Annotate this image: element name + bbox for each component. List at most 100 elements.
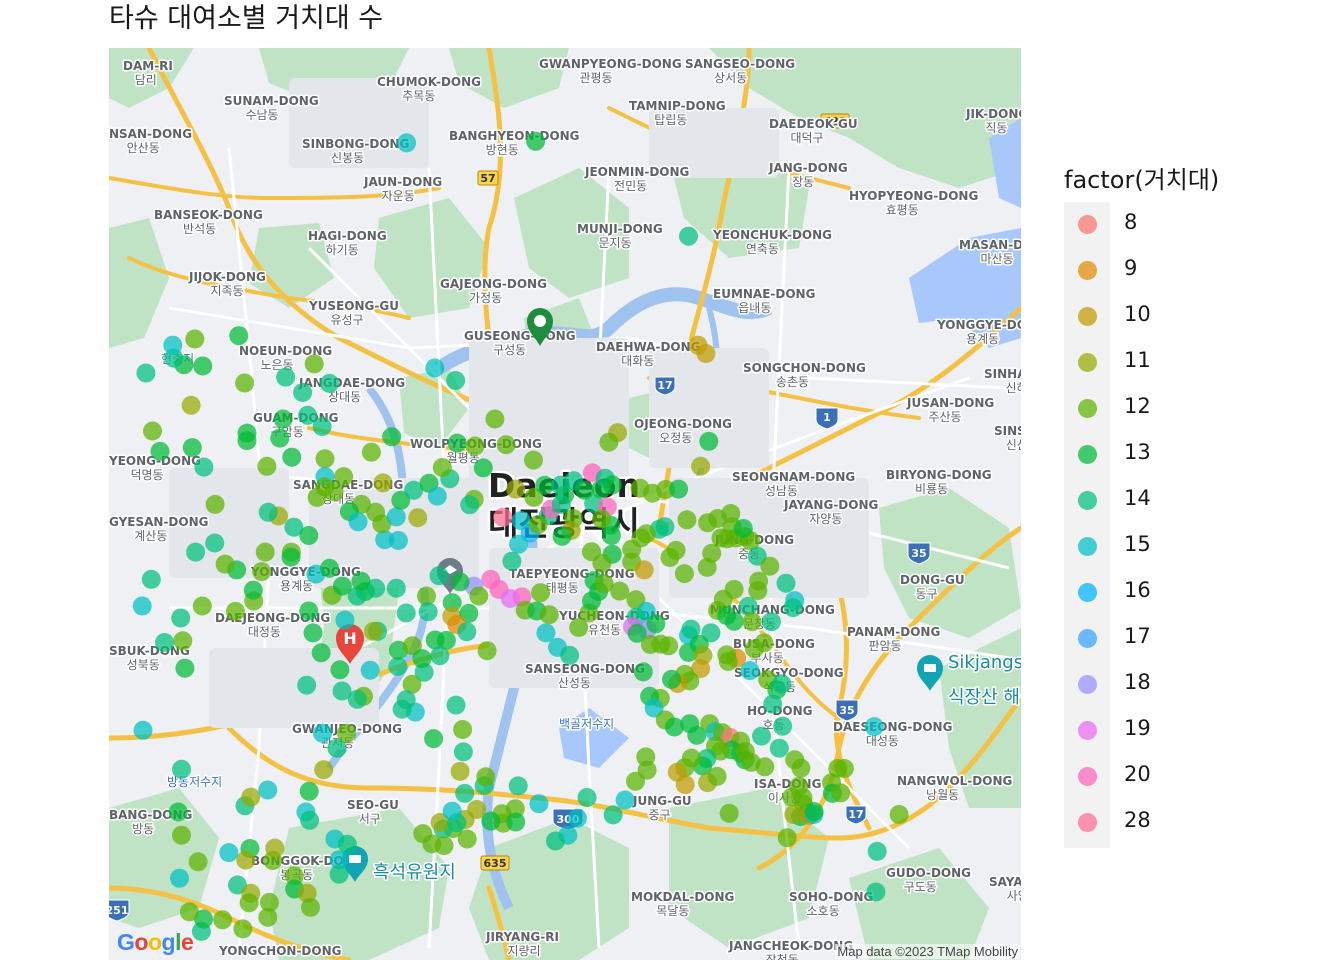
station-point xyxy=(473,458,493,478)
district-label-en: SUNAM-DONG xyxy=(224,94,319,108)
station-point xyxy=(664,717,684,737)
station-point xyxy=(772,674,792,694)
station-point xyxy=(450,761,470,781)
station-point xyxy=(446,371,466,390)
svg-text:251: 251 xyxy=(109,904,128,917)
station-point xyxy=(205,494,225,514)
station-point xyxy=(347,586,367,606)
station-point xyxy=(551,494,571,514)
legend: factor(거치대) 8 9 10 11 12 13 14 15 16 17 18 19 20 28 xyxy=(1064,160,1264,848)
district-label-ko: 덕명동 xyxy=(130,468,163,482)
station-point xyxy=(233,919,253,939)
poi-label: 식장산 해돋이 xyxy=(948,687,1021,708)
station-point xyxy=(831,783,851,803)
district-label-ko: 신하동 xyxy=(1005,381,1021,395)
station-point xyxy=(536,623,556,643)
station-point xyxy=(172,825,191,845)
district-label-en: JAUN-DONG xyxy=(363,175,442,189)
district-label-en: OJEONG-DONG xyxy=(634,417,732,431)
station-point xyxy=(193,356,213,376)
svg-text:17: 17 xyxy=(657,379,672,392)
route-shield-251: 251 xyxy=(109,899,130,922)
district-label-ko: 전민동 xyxy=(614,179,647,193)
district-label-en: JIJOK-DONG xyxy=(188,270,266,284)
district-label-en: DAEHWA-DONG xyxy=(596,340,701,354)
station-point xyxy=(436,630,456,650)
station-point xyxy=(386,507,406,527)
map-attribution[interactable]: Map data ©2023 TMap Mobility xyxy=(835,944,1020,959)
station-point xyxy=(752,726,771,746)
station-point xyxy=(493,507,513,527)
hospital-marker-icon: H xyxy=(336,624,364,664)
station-point xyxy=(646,614,666,634)
district-label-ko: 장척동 xyxy=(766,953,799,960)
station-point xyxy=(241,787,261,807)
legend-label: 20 xyxy=(1124,762,1151,786)
station-point xyxy=(655,517,675,537)
station-point xyxy=(299,526,319,545)
station-point xyxy=(181,395,201,415)
district-label-en: MUNJI-DONG xyxy=(577,222,663,236)
district-label-en: GAJEONG-DONG xyxy=(440,277,547,291)
map-panel[interactable]: 57 629 17 1 35 35 17 300 635 251 DAM-RI담… xyxy=(109,48,1021,960)
station-point xyxy=(337,723,356,743)
station-point xyxy=(529,794,549,814)
station-point xyxy=(633,662,653,682)
station-point xyxy=(332,681,352,701)
station-point xyxy=(301,897,320,917)
map-canvas[interactable]: 57 629 17 1 35 35 17 300 635 251 DAM-RI담… xyxy=(109,48,1021,960)
route-shield-57: 57 xyxy=(477,170,499,186)
station-point xyxy=(315,449,335,469)
district-label-ko: 대정동 xyxy=(248,625,281,639)
district-label-ko: 추목동 xyxy=(402,89,435,103)
station-point xyxy=(192,596,212,616)
station-point xyxy=(188,852,208,872)
district-label-ko: 신산 xyxy=(1006,438,1021,452)
station-point xyxy=(687,725,707,745)
plot-title: 타슈 대여소별 거치대 수 xyxy=(109,3,384,34)
station-point xyxy=(412,649,432,669)
station-point xyxy=(213,910,233,930)
district-label-ko: 판암동 xyxy=(868,639,901,653)
district-label-en: DAEDEOK-GU xyxy=(769,117,858,131)
station-point xyxy=(225,601,245,621)
district-label-ko: 동구 xyxy=(916,587,938,601)
station-point xyxy=(320,558,339,578)
district-label-ko: 마산동 xyxy=(980,252,1013,266)
water-label: 방동저수지 xyxy=(167,775,222,789)
station-point xyxy=(761,612,781,632)
station-point xyxy=(889,805,909,824)
legend-swatch xyxy=(1078,675,1097,694)
legend-label: 19 xyxy=(1124,716,1151,740)
district-label-ko: 수남동 xyxy=(245,108,278,122)
station-point xyxy=(136,363,156,383)
station-point xyxy=(366,578,386,598)
station-point xyxy=(375,530,395,550)
district-label-en: EUMNAE-DONG xyxy=(713,287,815,301)
station-point xyxy=(477,641,497,661)
district-label-en: SEO-GU xyxy=(347,798,399,812)
google-logo: Google xyxy=(117,929,194,955)
station-point xyxy=(276,367,296,387)
district-label-en: MOKDAL-DONG xyxy=(631,890,734,904)
station-point xyxy=(500,589,520,608)
legend-label: 14 xyxy=(1124,486,1151,510)
station-point xyxy=(397,133,417,153)
district-label-en: SANGSEO-DONG xyxy=(685,57,795,71)
station-point xyxy=(391,490,411,510)
station-point xyxy=(396,603,416,623)
district-label-en: MASAN-DONG xyxy=(959,238,1021,252)
station-point xyxy=(763,694,783,714)
district-label-en: GUDO-DONG xyxy=(886,866,971,880)
station-point xyxy=(776,573,796,593)
station-point xyxy=(791,758,811,778)
district-label-en: JANGCHEOK-DONG xyxy=(728,939,853,953)
district-label-ko: 지족동 xyxy=(210,284,243,298)
district-label-ko: 소호동 xyxy=(807,904,840,918)
station-point xyxy=(132,596,152,616)
station-point xyxy=(337,834,357,854)
station-point xyxy=(434,836,454,856)
station-point xyxy=(699,431,719,451)
station-point xyxy=(360,660,380,680)
district-label-en: JEONMIN-DONG xyxy=(584,165,689,179)
